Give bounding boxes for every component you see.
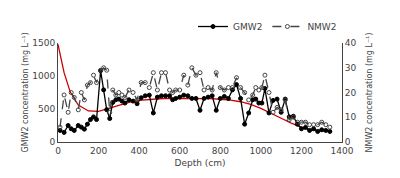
- svg-text:1500: 1500: [32, 38, 55, 48]
- svg-text:30: 30: [345, 63, 357, 73]
- svg-text:0: 0: [345, 137, 351, 147]
- svg-text:1000: 1000: [32, 71, 55, 81]
- svg-text:GMW2 concentration (mg L⁻¹): GMW2 concentration (mg L⁻¹): [21, 32, 30, 152]
- svg-text:Depth (cm): Depth (cm): [174, 158, 225, 168]
- svg-text:1000: 1000: [249, 146, 272, 156]
- svg-text:NMW2 concentration (mg L⁻¹): NMW2 concentration (mg L⁻¹): [365, 33, 374, 153]
- svg-text:GMW2: GMW2: [233, 22, 262, 32]
- svg-text:600: 600: [171, 146, 188, 156]
- svg-text:800: 800: [212, 146, 229, 156]
- svg-text:10: 10: [345, 112, 357, 122]
- svg-text:0: 0: [55, 146, 61, 156]
- svg-text:200: 200: [90, 146, 107, 156]
- svg-text:1400: 1400: [331, 146, 354, 156]
- svg-text:NMW2: NMW2: [307, 22, 336, 32]
- svg-text:20: 20: [345, 88, 357, 98]
- svg-text:400: 400: [131, 146, 148, 156]
- svg-text:40: 40: [345, 38, 357, 48]
- svg-text:500: 500: [38, 104, 55, 114]
- svg-text:0: 0: [49, 137, 55, 147]
- svg-text:1200: 1200: [290, 146, 313, 156]
